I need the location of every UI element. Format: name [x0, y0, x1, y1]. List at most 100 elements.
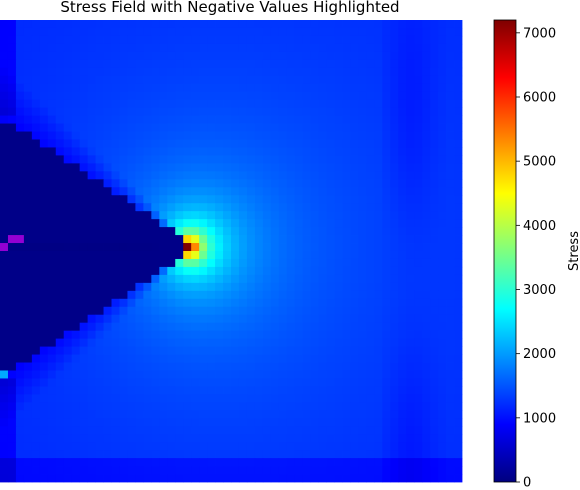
- heatmap-cell: [238, 20, 248, 29]
- heatmap-cell: [175, 370, 184, 379]
- heatmap-cell: [79, 474, 89, 483]
- heatmap-cell: [103, 394, 112, 403]
- heatmap-cell: [31, 418, 41, 427]
- heatmap-cell: [95, 466, 104, 475]
- heatmap-cell: [31, 386, 41, 395]
- heatmap-cell: [151, 171, 160, 180]
- heatmap-cell: [454, 338, 463, 347]
- heatmap-cell: [238, 282, 248, 292]
- heatmap-cell: [310, 370, 320, 379]
- heatmap-cell: [318, 346, 327, 355]
- heatmap-cell: [63, 314, 73, 324]
- heatmap-cell: [366, 314, 375, 324]
- heatmap-cell: [382, 346, 391, 355]
- heatmap-cell: [231, 219, 240, 228]
- heatmap-cell: [398, 274, 407, 284]
- heatmap-cell: [318, 171, 327, 180]
- heatmap-cell: [414, 402, 423, 411]
- heatmap-cell: [246, 155, 256, 164]
- heatmap-cell: [270, 131, 280, 140]
- heatmap-cell: [302, 338, 312, 347]
- heatmap-cell: [326, 274, 335, 284]
- heatmap-cell: [286, 211, 296, 220]
- heatmap-cell: [31, 123, 41, 132]
- heatmap-cell: [191, 386, 200, 395]
- heatmap-cell: [454, 99, 463, 109]
- heatmap-cell: [446, 20, 455, 29]
- heatmap-cell: [231, 274, 240, 284]
- heatmap-cell: [143, 155, 152, 164]
- heatmap-cell: [0, 227, 9, 236]
- heatmap-cell: [199, 290, 208, 300]
- heatmap-cell: [191, 27, 200, 37]
- heatmap-cell: [286, 410, 296, 419]
- heatmap-cell: [31, 394, 41, 403]
- heatmap-cell: [231, 123, 240, 132]
- heatmap-cell: [135, 402, 144, 411]
- heatmap-cell: [111, 274, 120, 284]
- heatmap-cell: [119, 147, 128, 156]
- heatmap-cell: [87, 35, 96, 45]
- heatmap-cell: [310, 474, 320, 483]
- heatmap-cell: [87, 370, 96, 379]
- heatmap-cell: [119, 211, 128, 220]
- heatmap-cell: [254, 474, 264, 483]
- heatmap-cell: [15, 402, 25, 411]
- heatmap-cell: [254, 442, 264, 451]
- heatmap-cell: [390, 139, 399, 148]
- heatmap-cell: [95, 163, 104, 172]
- heatmap-cell: [446, 107, 455, 116]
- heatmap-cell: [183, 35, 192, 45]
- heatmap-cell: [199, 219, 208, 228]
- heatmap-cell: [143, 450, 152, 459]
- heatmap-cell: [246, 99, 256, 109]
- heatmap-cell: [382, 378, 391, 387]
- heatmap-cell: [127, 35, 136, 45]
- heatmap-cell: [135, 155, 144, 164]
- heatmap-cell: [366, 203, 375, 212]
- heatmap-cell: [191, 59, 200, 69]
- heatmap-cell: [95, 131, 104, 140]
- heatmap-cell: [310, 434, 320, 443]
- heatmap-cell: [454, 20, 463, 29]
- heatmap-cell: [350, 155, 359, 164]
- heatmap-cell: [7, 290, 17, 300]
- heatmap-cell: [286, 67, 296, 77]
- heatmap-cell: [238, 474, 248, 483]
- heatmap-cell: [167, 107, 176, 116]
- heatmap-cell: [15, 266, 25, 276]
- heatmap-cell: [270, 235, 280, 244]
- heatmap-cell: [286, 386, 296, 395]
- heatmap-cell: [270, 322, 280, 332]
- heatmap-cell: [406, 354, 415, 363]
- heatmap-cell: [159, 203, 168, 212]
- heatmap-cell: [231, 338, 240, 347]
- heatmap-cell: [454, 195, 463, 204]
- heatmap-cell: [398, 474, 407, 483]
- heatmap-cell: [422, 306, 431, 316]
- heatmap-cell: [39, 115, 49, 124]
- heatmap-cell: [223, 83, 232, 93]
- heatmap-cell: [223, 235, 232, 244]
- colorbar-tick-label: 0: [523, 476, 531, 490]
- heatmap-cell: [366, 370, 375, 379]
- heatmap-cell: [175, 107, 184, 116]
- heatmap-cell: [342, 155, 351, 164]
- heatmap-cell: [71, 51, 81, 61]
- heatmap-cell: [103, 402, 112, 411]
- heatmap-cell: [55, 107, 65, 116]
- heatmap-cell: [238, 227, 248, 236]
- heatmap-cell: [262, 195, 272, 204]
- heatmap-cell: [71, 243, 81, 252]
- heatmap-cell: [7, 258, 17, 268]
- heatmap-cell: [310, 115, 320, 124]
- heatmap-cell: [95, 378, 104, 387]
- heatmap-cell: [310, 20, 320, 29]
- heatmap-cell: [406, 35, 415, 45]
- heatmap-cell: [7, 362, 17, 371]
- heatmap-cell: [278, 219, 288, 228]
- heatmap-cell: [270, 442, 280, 451]
- heatmap-cell: [215, 410, 224, 419]
- heatmap-cell: [127, 75, 136, 85]
- heatmap-cell: [207, 434, 216, 443]
